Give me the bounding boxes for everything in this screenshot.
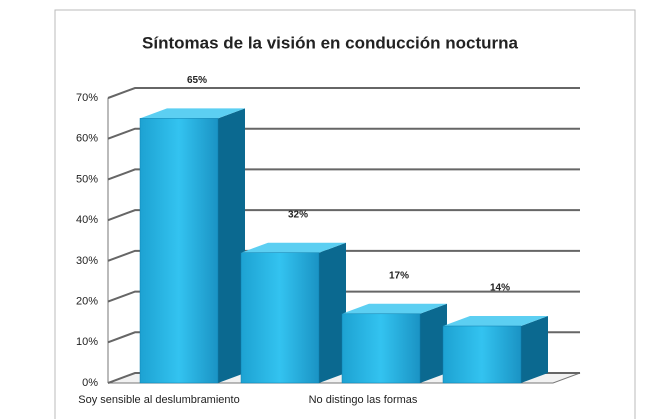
grid-line [107,209,580,222]
grid-line [107,87,580,99]
y-tick-label: 40% [76,214,98,226]
bar-side [218,108,245,383]
bar [341,313,421,384]
y-tick-label: 50% [76,173,98,185]
y-tick-label: 10% [76,336,98,348]
bar [442,325,522,384]
bar-top [241,242,346,253]
y-tick-label: 0% [82,377,98,389]
bar-top [140,108,245,119]
value-label: 14% [490,283,510,294]
bar-top [443,316,548,326]
bar-top [342,303,447,314]
grid-line [107,127,580,140]
grid-line [107,168,580,181]
bar [240,252,320,384]
y-tick-label: 70% [76,92,98,104]
grid-line [107,290,580,303]
value-label: 32% [288,209,308,220]
grid-line [107,249,580,262]
bar-side [319,242,346,383]
bar-side [420,303,447,383]
bar [139,118,219,384]
value-label: 65% [187,75,207,86]
y-tick-label: 20% [76,295,98,307]
bar-side [521,316,548,383]
x-tick-label: Soy sensible al deslumbramiento [78,394,239,406]
y-tick-label: 60% [76,133,98,145]
chart-title: Síntomas de la visión en conducción noct… [142,33,518,52]
y-tick-label: 30% [76,255,98,267]
value-label: 17% [389,270,409,281]
x-tick-label: No distingo las formas [309,394,418,406]
